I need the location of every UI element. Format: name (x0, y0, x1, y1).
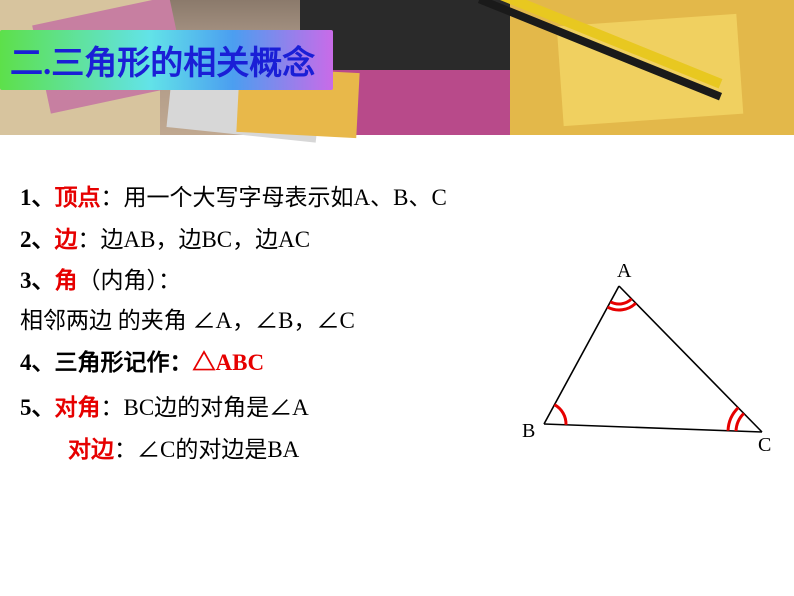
text-angle-desc: （内角）： (78, 268, 182, 293)
triangle-diagram: A B C (514, 272, 774, 452)
em-opp-edge: 对边 (68, 437, 114, 462)
slide-title: 二.三角形的相关概念 (0, 30, 333, 90)
vertex-label-a: A (617, 260, 631, 283)
em-opp-angle: 对角 (55, 395, 101, 420)
line-opp-angle: 5、对角：BC边的对角是∠A (20, 390, 540, 426)
text-angle-desc2: 相邻两边 的夹角 ∠A，∠B，∠C (20, 308, 355, 333)
num-3: 3、 (20, 268, 55, 293)
num-5: 5、 (20, 395, 55, 420)
text-vertex-desc: ：用一个大写字母表示如A、B、C (101, 185, 447, 210)
line-edge: 2、边：边AB，边BC，边AC (20, 222, 540, 258)
content-block: 1、顶点：用一个大写字母表示如A、B、C 2、边：边AB，边BC，边AC 3、角… (20, 180, 540, 473)
em-vertex: 顶点 (55, 185, 101, 210)
vertex-label-c: C (758, 434, 771, 457)
vertex-label-b: B (522, 420, 535, 443)
text-opp-angle-desc: ：BC边的对角是∠A (101, 395, 309, 420)
line-angle: 3、角（内角）： (20, 263, 540, 299)
line-angle-2: 相邻两边 的夹角 ∠A，∠B，∠C (20, 303, 540, 339)
em-angle: 角 (55, 268, 78, 293)
line-vertex: 1、顶点：用一个大写字母表示如A、B、C (20, 180, 540, 216)
num-4: 4、三角形记作： (20, 350, 193, 375)
line-notation: 4、三角形记作：△ABC (20, 345, 540, 381)
line-opp-edge: 对边：∠C的对边是BA (68, 432, 540, 468)
banner: 二.三角形的相关概念 (0, 0, 794, 135)
num-1: 1、 (20, 185, 55, 210)
text-opp-edge-desc: ：∠C的对边是BA (114, 437, 299, 462)
em-edge: 边 (55, 227, 78, 252)
em-triangle-abc: △ABC (193, 350, 265, 375)
text-edge-desc: ：边AB，边BC，边AC (78, 227, 311, 252)
num-2: 2、 (20, 227, 55, 252)
